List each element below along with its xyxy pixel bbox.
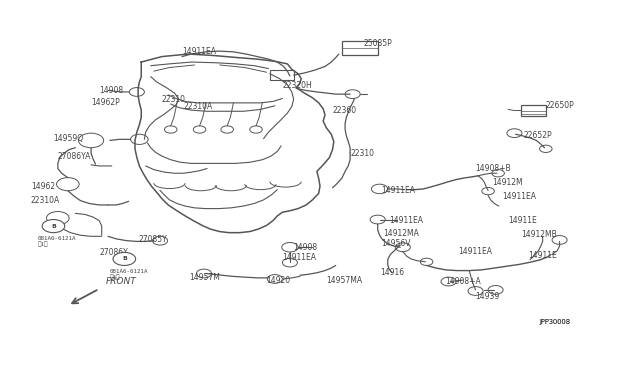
Text: 14916: 14916: [380, 268, 404, 277]
Text: 14959Q: 14959Q: [54, 134, 84, 143]
Text: 27086YA: 27086YA: [58, 153, 92, 161]
Circle shape: [113, 252, 136, 266]
Text: 14939: 14939: [476, 292, 500, 301]
Text: 14911EA: 14911EA: [458, 247, 492, 256]
Circle shape: [42, 219, 65, 232]
Text: 22310A: 22310A: [30, 196, 60, 205]
Text: 14920: 14920: [267, 276, 291, 285]
Text: 14912MB: 14912MB: [521, 230, 556, 238]
Text: 14956V: 14956V: [381, 239, 410, 248]
Text: 14962: 14962: [31, 182, 56, 190]
Text: 14911E: 14911E: [508, 216, 537, 225]
Text: 14908: 14908: [293, 243, 317, 252]
Text: 27085Y: 27085Y: [138, 235, 167, 244]
Text: B: B: [122, 256, 127, 262]
Text: 22310: 22310: [162, 95, 186, 104]
Text: 22650P: 22650P: [546, 101, 575, 110]
Text: B: B: [51, 224, 56, 229]
Text: 25085P: 25085P: [364, 39, 393, 48]
Text: JPP30008: JPP30008: [540, 318, 570, 325]
Text: 22652P: 22652P: [524, 131, 552, 140]
Text: 14957M: 14957M: [189, 273, 220, 282]
Bar: [521, 105, 546, 116]
Text: FRONT: FRONT: [106, 277, 136, 286]
Text: （3）: （3）: [110, 274, 120, 280]
Text: 081A6-6121A: 081A6-6121A: [38, 236, 76, 241]
Text: （1）: （1）: [38, 241, 48, 247]
Text: 27086Y: 27086Y: [99, 248, 128, 257]
Text: 14957MA: 14957MA: [326, 276, 362, 285]
Text: 14908: 14908: [99, 86, 124, 95]
Text: 14912M: 14912M: [493, 178, 523, 187]
Text: 081A6-6121A: 081A6-6121A: [110, 269, 148, 274]
Text: 14908+B: 14908+B: [476, 164, 511, 173]
Text: 22310A: 22310A: [183, 102, 212, 111]
Text: 14908+A: 14908+A: [445, 277, 481, 286]
Bar: [270, 70, 294, 80]
Text: 14911EA: 14911EA: [502, 192, 536, 201]
Text: 22310: 22310: [350, 149, 374, 158]
Text: 14911EA: 14911EA: [282, 253, 316, 262]
Bar: [342, 41, 378, 55]
Text: 14911EA: 14911EA: [381, 186, 415, 195]
Text: JPP30008: JPP30008: [540, 318, 570, 325]
Text: 14962P: 14962P: [91, 98, 120, 108]
Text: 14911EA: 14911EA: [389, 216, 423, 225]
Text: 14911E: 14911E: [528, 251, 557, 260]
Text: 14911EA: 14911EA: [182, 46, 216, 55]
Text: 14912MA: 14912MA: [383, 229, 419, 238]
Text: 22320H: 22320H: [282, 81, 312, 90]
Text: 22360: 22360: [333, 106, 356, 115]
